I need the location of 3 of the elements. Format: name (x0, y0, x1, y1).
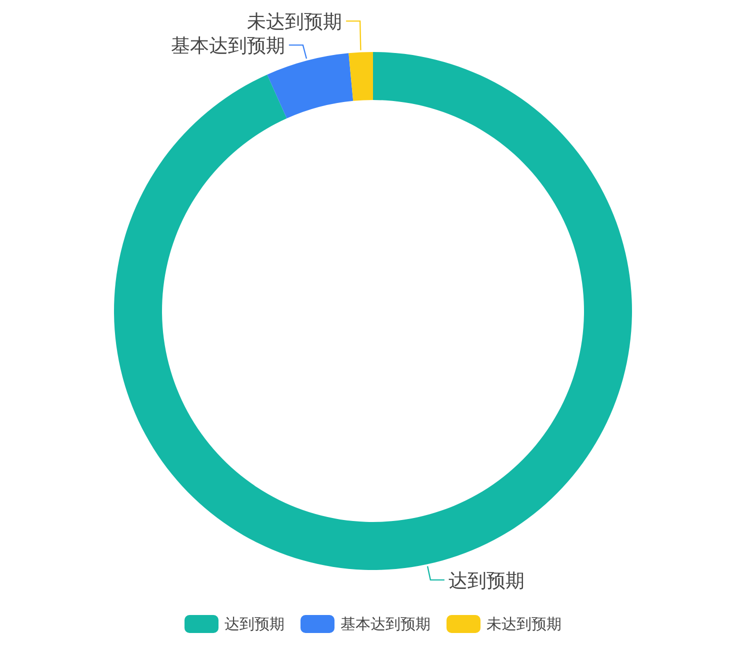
legend-label: 未达到预期 (486, 615, 562, 633)
legend-label: 达到预期 (224, 615, 284, 633)
legend-label: 基本达到预期 (340, 615, 430, 633)
